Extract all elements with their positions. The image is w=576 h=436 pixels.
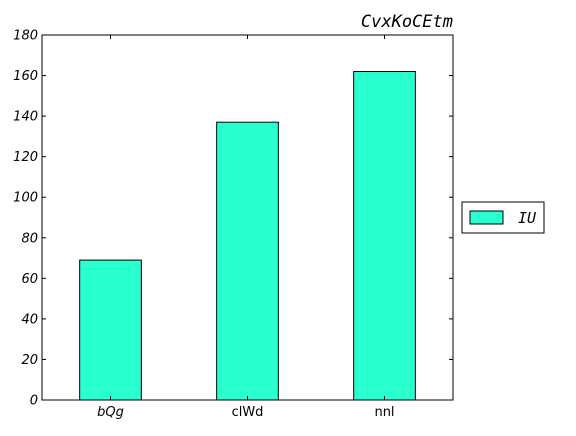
y-tick-label: 40 bbox=[21, 312, 38, 327]
chart-title: CvxKoCEtm bbox=[361, 12, 453, 32]
y-tick-label: 60 bbox=[21, 272, 38, 287]
axes-layer: bQg clWd nnl 0 20 40 60 80 100 120 140 160 180 bbox=[13, 29, 454, 420]
y-tick-label: 140 bbox=[13, 110, 38, 125]
legend-swatch bbox=[469, 210, 504, 225]
y-tick-label: 180 bbox=[13, 29, 38, 44]
bar-bQg bbox=[79, 259, 142, 401]
x-tick-label: clWd bbox=[232, 405, 264, 420]
y-tick-label: 20 bbox=[21, 353, 38, 368]
y-tick-label: 100 bbox=[13, 191, 38, 206]
legend: IU bbox=[461, 201, 545, 234]
x-tick-label: bQg bbox=[97, 405, 124, 420]
bar-nnl bbox=[353, 71, 416, 401]
y-tick-label: 120 bbox=[13, 150, 38, 165]
y-tick-label: 160 bbox=[13, 69, 38, 84]
y-tick-label: 0 bbox=[30, 394, 38, 409]
x-tick-label: nnl bbox=[374, 405, 394, 420]
bar-clWd bbox=[216, 121, 279, 401]
plot-frame bbox=[41, 34, 454, 401]
legend-label: IU bbox=[518, 209, 537, 227]
bars-layer bbox=[79, 71, 416, 401]
y-tick-label: 80 bbox=[21, 231, 38, 246]
